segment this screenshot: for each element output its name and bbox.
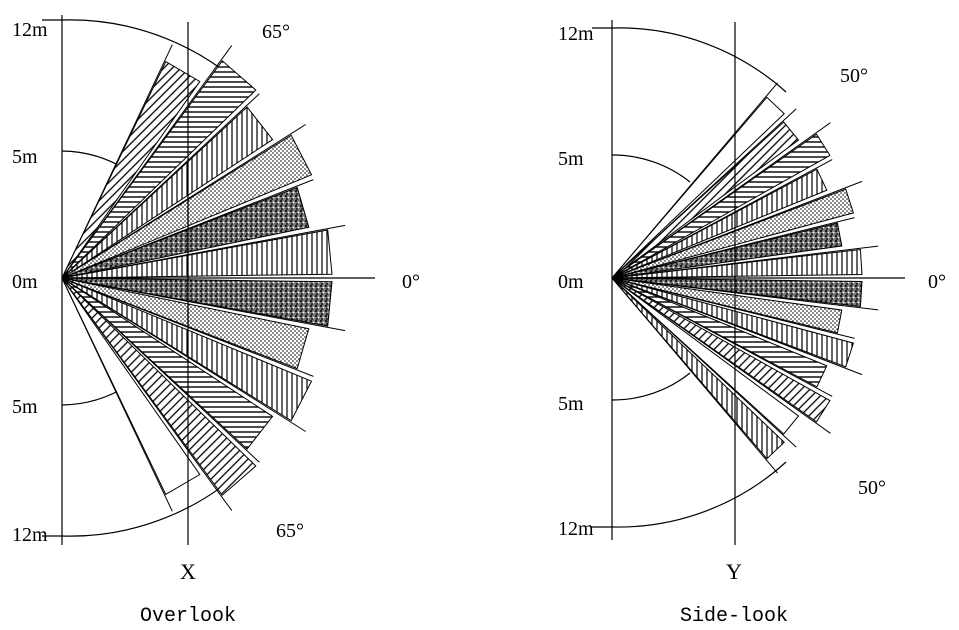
detection-beam [611,188,855,279]
beam-edge-line [611,277,833,397]
detection-beam [61,60,257,279]
label-top-12m: 12m [12,19,48,41]
detection-beam [61,106,274,279]
beam-edge-line [61,277,233,511]
detection-beam [611,133,831,279]
beam-edge-line [611,277,879,311]
label-upper-5m: 5m [12,146,38,168]
detection-beam [61,277,333,327]
beam-edge-line [61,45,233,279]
detection-beam [61,277,310,370]
overlook-diagram: 12m 5m 0m 5m 12m 65° 0° 65° X Overlook [12,15,420,628]
label-angle-lower: 65° [276,520,304,542]
beam-edge-line [611,217,855,279]
side-look-diagram: 12m 5m 0m 5m 12m 50° 0° 50° Y Side-look [558,20,946,628]
label-origin-0m: 0m [12,271,38,293]
detection-beam [611,121,800,279]
beam-edge-line [61,224,346,279]
outer-range-arc [611,27,787,93]
detection-zones [611,82,879,474]
beam-edge-line [61,124,306,279]
beam-edge-line [61,277,306,432]
beam-edge-line [61,277,173,512]
detection-beam [611,277,843,334]
beam-edge-line [611,277,778,474]
beam-edge-line [611,180,863,279]
detection-zones [61,44,346,512]
label-lower-5m: 5m [12,396,38,418]
beam-edge-line [611,245,879,279]
beam-edge-line [611,108,797,279]
beam-edge-line [61,44,173,279]
label-angle-zero: 0° [402,271,420,293]
inner-range-arc [611,154,691,183]
detection-beam [611,168,828,279]
detection-beam [61,277,201,496]
detection-beam [611,96,785,279]
caption-side-look: Side-look [680,605,788,628]
beam-edge-line [611,159,833,279]
detection-beam [61,277,257,496]
detection-beam [61,134,313,279]
detection-beam [611,277,855,368]
label-angle-upper: 50° [840,65,868,87]
label-upper-5m: 5m [558,148,584,170]
beam-edge-line [611,82,778,279]
detection-beam [611,277,828,388]
label-angle-lower: 50° [858,477,886,499]
beam-edge-line [611,277,797,448]
beam-edge-line [611,277,831,434]
label-bottom-12m: 12m [558,518,594,540]
caption-overlook: Overlook [140,605,236,628]
detection-beam [61,229,333,279]
beam-edge-line [61,277,346,332]
inner-range-arc [611,372,691,401]
beam-edge-line [611,122,831,279]
outer-range-arc [611,461,787,528]
label-angle-upper: 65° [262,21,290,43]
detection-beam [61,60,201,279]
detection-beam [611,277,785,460]
detection-beam [611,222,843,279]
label-origin-0m: 0m [558,271,584,293]
axis-label-y: Y [726,559,742,584]
detection-beam [61,277,274,450]
axis-label-x: X [180,559,196,584]
beam-edge-line [61,277,260,463]
label-top-12m: 12m [558,23,594,45]
detection-beam [611,277,800,435]
label-angle-zero: 0° [928,271,946,293]
label-bottom-12m: 12m [12,524,48,546]
beam-edge-line [611,277,863,376]
beam-edge-line [61,93,260,279]
detection-beam [61,186,310,279]
detection-beam [61,277,313,422]
label-lower-5m: 5m [558,393,584,415]
detection-beam [611,277,831,423]
beam-edge-line [611,277,855,339]
